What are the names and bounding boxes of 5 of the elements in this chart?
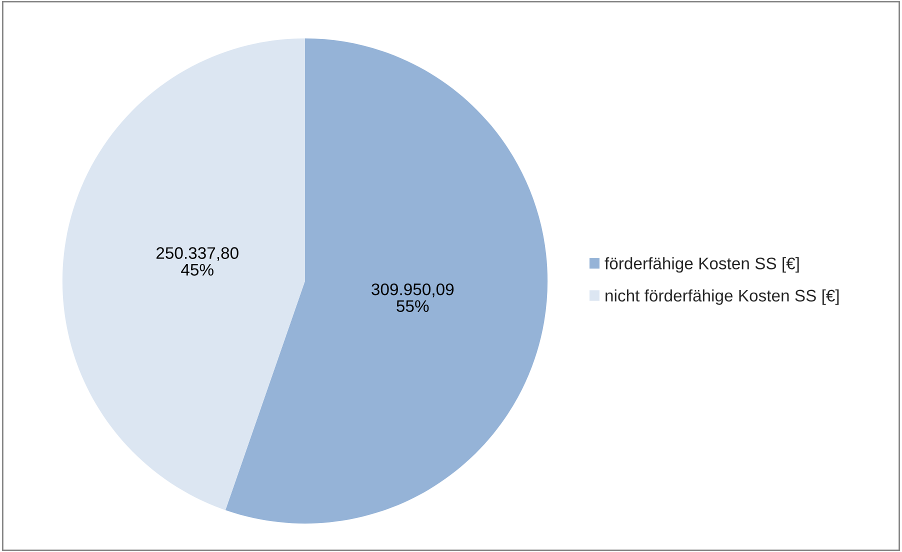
- data-label: 309.950,09 55%: [372, 283, 454, 312]
- data-label: 250.337,80 45%: [156, 247, 238, 276]
- pie-slice: [62, 38, 305, 510]
- legend-label: nicht förderfähige Kosten SS [€]: [606, 289, 839, 305]
- legend-label: förderfähige Kosten SS [€]: [604, 257, 799, 273]
